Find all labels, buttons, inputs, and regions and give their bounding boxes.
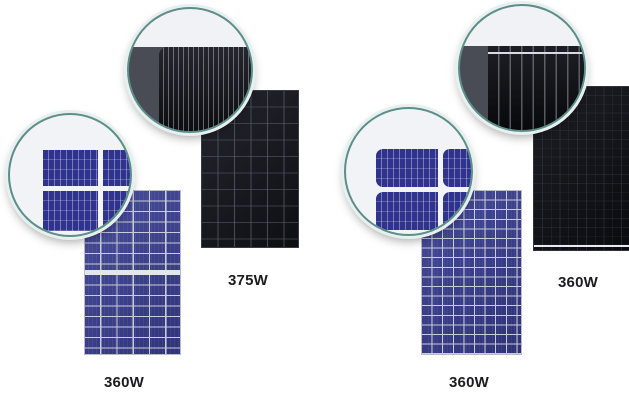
wattage-label-all-black: 360W: [558, 274, 598, 291]
zoom-black-panel-corner: [127, 7, 253, 133]
zoom-all-black-panel-corner: [458, 4, 586, 132]
zoom-blue-full-cell-corner: [344, 107, 473, 236]
wattage-label-blue-half-cut: 360W: [104, 374, 144, 391]
wattage-label-black: 375W: [228, 272, 268, 289]
wattage-label-blue-full-cell: 360W: [449, 374, 489, 391]
solar-panel-blue-full-cell-360w: [421, 190, 522, 355]
zoom-blue-panel-corner: [8, 113, 132, 237]
solar-panel-blue-360w: [84, 190, 181, 355]
